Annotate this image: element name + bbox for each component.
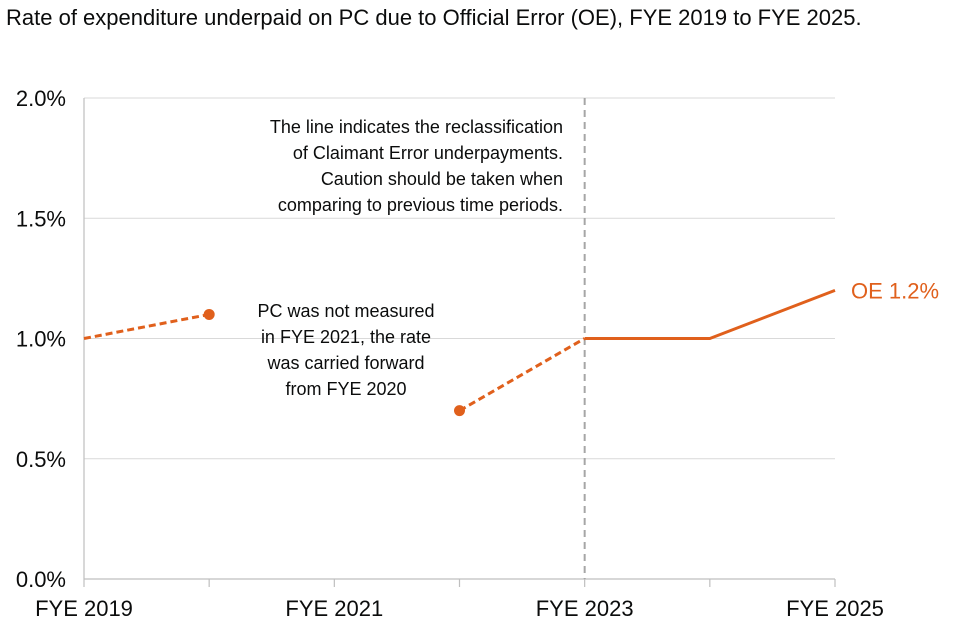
y-tick-label: 0.0% — [16, 567, 66, 592]
series-end-label: OE 1.2% — [851, 278, 939, 303]
y-tick-label: 1.5% — [16, 206, 66, 231]
x-tick-label: FYE 2021 — [285, 596, 383, 621]
series-line-solid — [584, 288, 836, 340]
data-point-marker — [454, 405, 465, 417]
not-measured-note-line: in FYE 2021, the rate — [261, 327, 431, 347]
series-line-dashed — [83, 312, 210, 340]
reclassification-note-line: of Claimant Error underpayments. — [293, 143, 563, 163]
x-tick-label: FYE 2023 — [536, 596, 634, 621]
y-tick-label: 1.0% — [16, 327, 66, 352]
reclassification-note-line: Caution should be taken when — [321, 169, 563, 189]
not-measured-note-line: was carried forward — [266, 353, 424, 373]
reclassification-note-line: The line indicates the reclassification — [270, 117, 563, 137]
chart-title: Rate of expenditure underpaid on PC due … — [6, 5, 862, 30]
not-measured-note-line: PC was not measured — [257, 301, 434, 321]
series-line-dashed — [458, 337, 586, 412]
not-measured-note-line: from FYE 2020 — [285, 379, 406, 399]
reclassification-note-line: comparing to previous time periods. — [278, 195, 563, 215]
x-tick-label: FYE 2025 — [786, 596, 884, 621]
y-tick-label: 2.0% — [16, 86, 66, 111]
y-tick-label: 0.5% — [16, 447, 66, 472]
data-point-marker — [203, 308, 215, 320]
x-tick-label: FYE 2019 — [35, 596, 133, 621]
